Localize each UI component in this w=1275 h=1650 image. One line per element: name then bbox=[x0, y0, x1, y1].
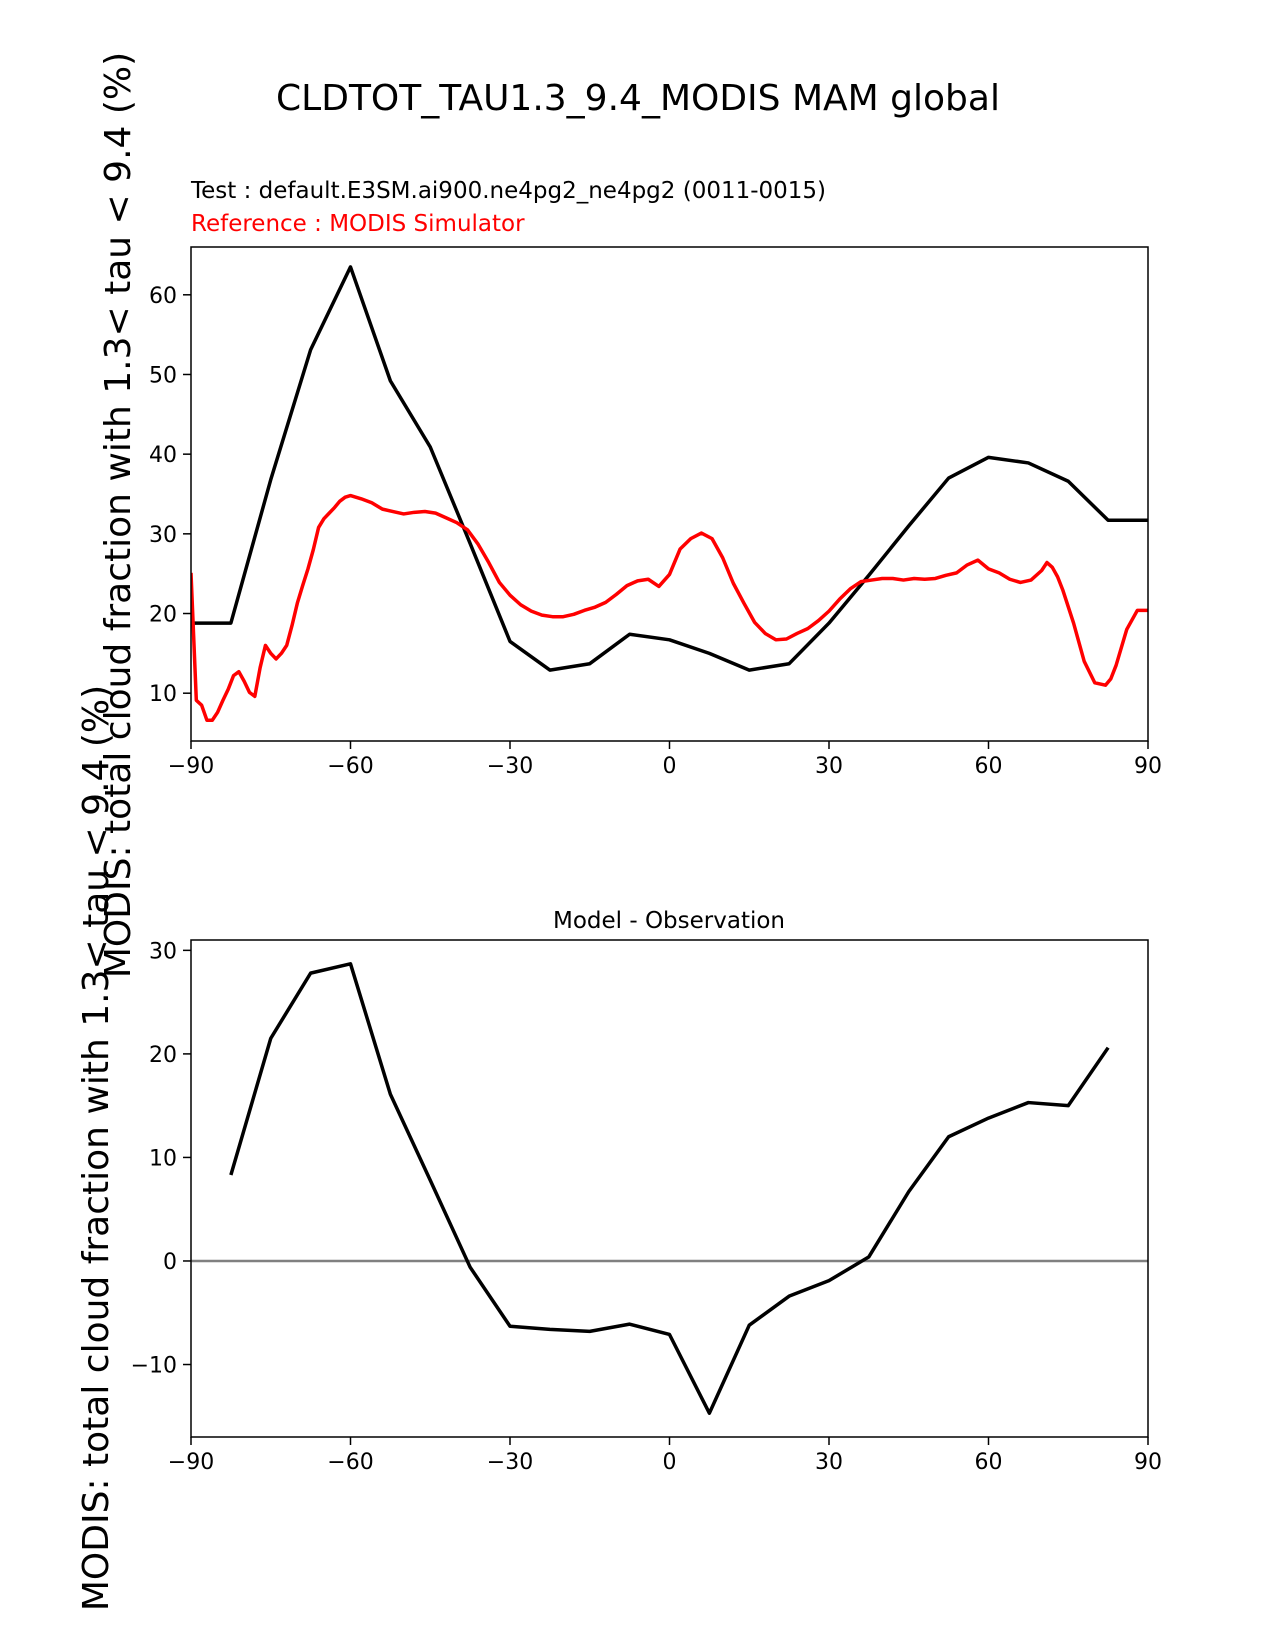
bottom-x-tick-label: −90 bbox=[168, 1450, 214, 1475]
top-series-test-line bbox=[191, 265, 1148, 672]
top-y-tick-label: 40 bbox=[149, 443, 177, 468]
top-x-tick-label: 90 bbox=[1134, 754, 1162, 779]
top-x-tick-label: 30 bbox=[815, 754, 843, 779]
bottom-y-tick-label: −10 bbox=[131, 1354, 177, 1379]
bottom-series-test-line bbox=[229, 962, 1110, 1415]
top-panel: −90 −60 −30 0 30 60 90 10 20 30 40 50 60 bbox=[149, 246, 1162, 779]
top-y-tick-label: 50 bbox=[149, 363, 177, 388]
bottom-x-tick-label: 90 bbox=[1134, 1450, 1162, 1475]
top-y-axis-label: MODIS: total cloud fraction with 1.3< ta… bbox=[98, 52, 139, 978]
figure-title: CLDTOT_TAU1.3_9.4_MODIS MAM global bbox=[276, 78, 1000, 119]
top-x-tick-label: −30 bbox=[487, 754, 533, 779]
top-y-tick-label: 30 bbox=[149, 523, 177, 548]
test-label: Test : default.E3SM.ai900.ne4pg2_ne4pg2 … bbox=[190, 178, 826, 204]
bottom-x-tick-label: 30 bbox=[815, 1450, 843, 1475]
bottom-y-tick-label: 30 bbox=[149, 939, 177, 964]
bottom-axes-frame bbox=[190, 939, 1149, 1438]
top-x-tick-label: 60 bbox=[975, 754, 1003, 779]
bottom-y-tick-label: 0 bbox=[163, 1250, 177, 1275]
top-y-tick-label: 20 bbox=[149, 603, 177, 628]
bottom-y-tick-label: 10 bbox=[149, 1146, 177, 1171]
bottom-x-tick-label: −60 bbox=[327, 1450, 373, 1475]
bottom-x-tick-label: 60 bbox=[975, 1450, 1003, 1475]
top-series-reference-line bbox=[191, 493, 1148, 723]
bottom-y-axis-label: MODIS: total cloud fraction with 1.3< ta… bbox=[76, 685, 117, 1611]
bottom-panel-title: Model - Observation bbox=[553, 908, 785, 934]
reference-label: Reference : MODIS Simulator bbox=[191, 211, 525, 237]
top-y-tick-label: 10 bbox=[149, 682, 177, 707]
top-x-tick-label: 0 bbox=[663, 754, 677, 779]
bottom-x-tick-label: −30 bbox=[487, 1450, 533, 1475]
bottom-panel: −90 −60 −30 0 30 60 90 −10 0 10 20 30 bbox=[131, 939, 1162, 1475]
top-x-tick-label: −90 bbox=[168, 754, 214, 779]
top-y-tick-label: 60 bbox=[149, 284, 177, 309]
bottom-y-tick-label: 20 bbox=[149, 1043, 177, 1068]
top-x-tick-label: −60 bbox=[327, 754, 373, 779]
top-axes-frame bbox=[190, 246, 1149, 742]
bottom-x-tick-label: 0 bbox=[663, 1450, 677, 1475]
